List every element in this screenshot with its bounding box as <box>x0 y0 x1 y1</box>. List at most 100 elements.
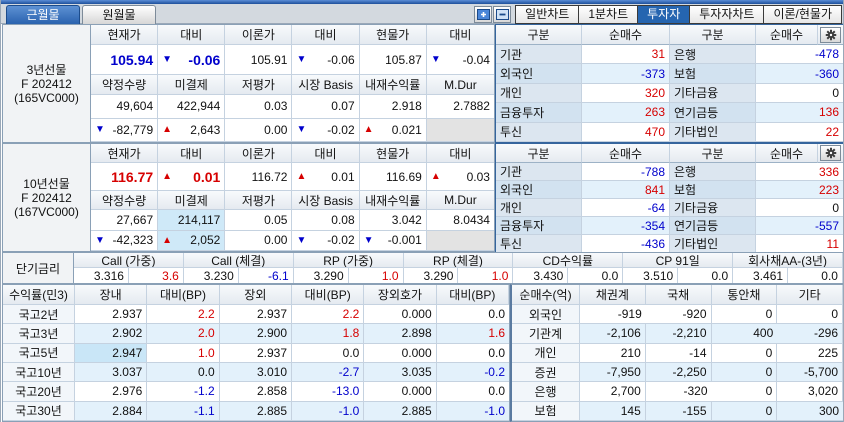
rate-header: CP 91일 <box>623 253 734 268</box>
market-basis: 0.07 <box>292 95 360 119</box>
col-header: 순매수 <box>582 144 670 163</box>
bond-row-label[interactable]: 국고2년 <box>3 305 75 325</box>
tab-near-month[interactable]: 근월물 <box>6 5 80 24</box>
down-arrow-icon: ▼ <box>430 54 441 65</box>
net-cell: 225 <box>777 343 843 363</box>
net-buy-value: 320 <box>582 83 670 104</box>
volume-change: ▼ -42,323 <box>91 230 159 251</box>
investor-label: 은행 <box>670 45 756 65</box>
col-header: 순매수(억) <box>512 285 580 305</box>
window-split-minus-button[interactable] <box>493 6 512 23</box>
undervaluation: 0.03 <box>225 95 293 119</box>
net-row-label: 보험 <box>512 401 580 421</box>
empty-cell <box>426 118 494 142</box>
net-buy-value: 0 <box>756 199 843 217</box>
net-buy-value: -436 <box>582 235 670 253</box>
col-header: 저평가 <box>225 191 293 210</box>
net-buy-value: -354 <box>582 217 670 235</box>
net-cell: 145 <box>580 401 646 421</box>
net-cell: -920 <box>645 305 712 325</box>
bond-row-label[interactable]: 국고20년 <box>3 382 75 402</box>
tab-1min-chart[interactable]: 1분차트 <box>579 5 639 24</box>
investor-label: 개인 <box>496 83 582 104</box>
open-interest-change: ▲ 2,643 <box>158 118 226 142</box>
col-header: 구분 <box>496 144 582 163</box>
col-header: 대비 <box>426 144 494 163</box>
window-split-plus-button[interactable] <box>474 6 493 23</box>
rate-value: 3.290 <box>293 268 349 283</box>
rate-change: 0.0 <box>678 268 734 283</box>
col-header: 약정수량 <box>91 75 159 95</box>
investor-label: 기관 <box>496 45 582 65</box>
investor-label: 연기금등 <box>670 103 756 123</box>
basis-change: ▼ -0.02 <box>292 230 360 251</box>
col-header: 미결제 <box>158 191 226 210</box>
col-header: 기타 <box>777 285 843 305</box>
investor-label: 외국인 <box>496 181 582 199</box>
col-header: 이론가 <box>225 25 293 45</box>
rate-header: Call (가중) <box>74 253 184 268</box>
yield-cell: 2.885 <box>219 401 292 421</box>
up-arrow-icon: ▲ <box>162 234 173 246</box>
yield-cell: 1.8 <box>292 324 365 344</box>
rate-change: 3.6 <box>128 268 184 283</box>
yield-cell: 1.6 <box>436 324 509 344</box>
tab-investor[interactable]: 투자자 <box>638 5 691 24</box>
down-arrow-icon: ▼ <box>162 54 173 65</box>
implied-yield-change: ▼ -0.001 <box>359 230 427 251</box>
col-header: 구분 <box>670 25 756 45</box>
down-arrow-icon: ▼ <box>95 124 105 136</box>
yield-cell: 2.976 <box>75 382 148 402</box>
volume: 27,667 <box>91 210 159 231</box>
col-header: 약정수량 <box>91 191 159 210</box>
col-header: 현재가 <box>91 25 159 45</box>
tab-theory-spot[interactable]: 이론/현물가 <box>764 5 842 24</box>
window-top-accent <box>1 0 843 4</box>
investor-label: 기타법인 <box>670 122 756 142</box>
rate-change: 1.0 <box>348 268 404 283</box>
investor-label: 연기금등 <box>670 217 756 235</box>
net-buy-value: -478 <box>756 45 843 65</box>
bond-row-label[interactable]: 국고10년 <box>3 363 75 383</box>
rate-header: RP (가중) <box>293 253 404 268</box>
net-cell: -919 <box>580 305 646 325</box>
bond-row-label[interactable]: 국고3년 <box>3 324 75 344</box>
modified-duration: 8.0434 <box>426 210 494 231</box>
investor-label: 개인 <box>496 199 582 217</box>
investor-label: 기타금융 <box>670 83 756 104</box>
col-header: 국채 <box>645 285 712 305</box>
basis-change: ▼ -0.02 <box>292 118 360 142</box>
tab-far-month[interactable]: 원월물 <box>82 5 156 24</box>
bond-row-label[interactable]: 국고5년 <box>3 343 75 363</box>
investor-label: 투신 <box>496 235 582 253</box>
settings-button[interactable] <box>820 145 841 161</box>
bond-yield-table: 수익률(민3) 장내 대비(BP) 장외 대비(BP) 장외호가 대비(BP) … <box>2 284 510 422</box>
spot-price: 116.69 <box>359 163 427 191</box>
rate-header: RP (체결) <box>403 253 514 268</box>
futures-3yr-name: 3년선물 F 202412 (165VC000) <box>3 25 91 142</box>
volume-change: ▼ -82,779 <box>91 118 159 142</box>
open-interest: 214,117 <box>158 210 226 231</box>
net-row-label: 외국인 <box>512 305 580 325</box>
investor-label: 보험 <box>670 64 756 84</box>
settings-button[interactable] <box>820 26 841 43</box>
yield-cell: 0.0 <box>292 343 365 363</box>
yield-cell: 2.898 <box>364 324 437 344</box>
bond-row-label[interactable]: 국고30년 <box>3 401 75 421</box>
yield-cell: -1.2 <box>147 382 220 402</box>
yield-cell-selected[interactable]: 2.947 <box>75 343 148 363</box>
yield-cell: 3.035 <box>364 363 437 383</box>
net-row-label: 은행 <box>512 382 580 402</box>
tab-investor-chart[interactable]: 투자자차트 <box>690 5 765 24</box>
yield-cell: 2.902 <box>75 324 148 344</box>
implied-yield: 2.918 <box>359 95 427 119</box>
net-buy-value: 22 <box>756 122 843 142</box>
down-arrow-icon: ▼ <box>296 124 307 136</box>
net-cell: -2,250 <box>645 363 712 383</box>
up-arrow-icon: ▲ <box>162 171 173 182</box>
tab-general-chart[interactable]: 일반차트 <box>515 5 580 24</box>
net-buy-value: 136 <box>756 103 843 123</box>
yield-cell: -2.7 <box>292 363 365 383</box>
price-change: ▲ 0.01 <box>158 163 226 191</box>
